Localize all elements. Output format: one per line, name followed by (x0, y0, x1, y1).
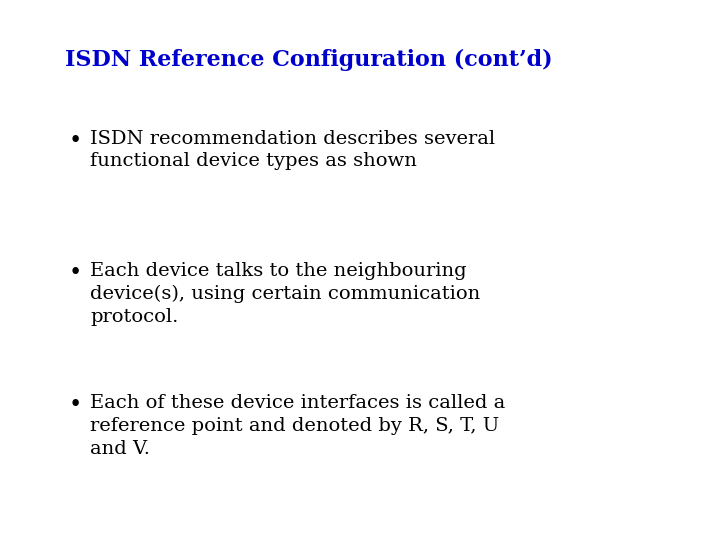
Text: Each of these device interfaces is called a
reference point and denoted by R, S,: Each of these device interfaces is calle… (90, 394, 505, 458)
Text: ISDN recommendation describes several
functional device types as shown: ISDN recommendation describes several fu… (90, 130, 495, 171)
Text: •: • (69, 130, 82, 152)
Text: ISDN Reference Configuration (cont’d): ISDN Reference Configuration (cont’d) (65, 49, 552, 71)
Text: Each device talks to the neighbouring
device(s), using certain communication
pro: Each device talks to the neighbouring de… (90, 262, 480, 326)
Text: •: • (69, 262, 82, 284)
Text: •: • (69, 394, 82, 416)
